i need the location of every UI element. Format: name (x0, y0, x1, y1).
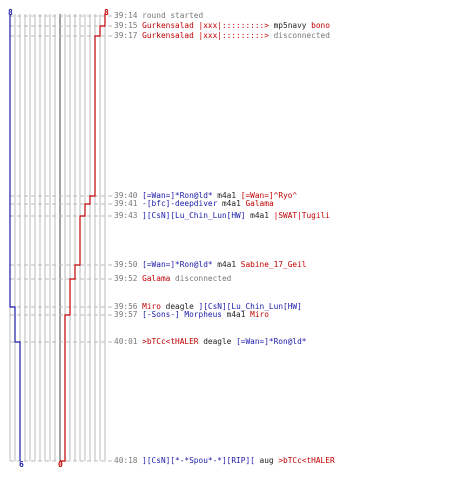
event-segment: Miro (142, 302, 166, 311)
event-row: 39:41 -[bfc]-deepdiver m4a1 Galama (114, 199, 274, 209)
event-time: 39:52 (114, 274, 143, 283)
event-time: 39:17 (114, 31, 143, 40)
event-row: 39:14 round started (114, 11, 203, 21)
event-row: 39:40 [=Wan=]*Ron@ld* m4a1 [=Wan=]^Ryo^ (114, 191, 297, 201)
event-time: 40:01 (114, 337, 143, 346)
event-segment: bono (311, 21, 330, 30)
event-log: 39:14 round started 39:15 Gurkensalad |xx… (114, 0, 450, 500)
red-team-end-count: 0 (58, 460, 63, 469)
event-segment: disconnected (175, 274, 232, 283)
event-segment: Gurkensalad |xxx|:::::::::> (142, 21, 274, 30)
event-time: 39:40 (114, 191, 143, 200)
blue-team-end-count: 6 (19, 460, 24, 469)
event-time: 39:41 (114, 199, 143, 208)
event-segment: >bTCc<tHALER (142, 337, 204, 346)
event-segment: m4a1 (250, 211, 274, 220)
event-row: 39:57 [-Sons-] Morpheus m4a1 Miro (114, 310, 269, 320)
event-segment: -[bfc]-deepdiver (142, 199, 222, 208)
event-segment: m4a1 (221, 199, 246, 208)
event-segment: [-Sons-] Morpheus (142, 310, 227, 319)
event-segment: round started (142, 11, 204, 20)
event-segment: [=Wan=]^Ryo^ (240, 191, 298, 200)
event-segment: Galama (245, 199, 274, 208)
event-segment: |SWAT|Tugili (273, 211, 330, 220)
event-segment: m4a1 (217, 191, 241, 200)
event-segment: m4a1 (217, 260, 241, 269)
event-row: 39:56 Miro deagle ][CsN][Lu_Chin_Lun[HW] (114, 302, 302, 312)
event-segment: deagle (203, 337, 237, 346)
event-time: 39:43 (114, 211, 143, 220)
red-team-start-count: 8 (104, 8, 109, 17)
event-segment: deagle (165, 302, 199, 311)
event-segment: disconnected (273, 31, 330, 40)
event-segment: aug (259, 456, 279, 465)
event-time: 39:50 (114, 260, 143, 269)
event-segment: [=Wan=]*Ron@ld* (142, 260, 218, 269)
event-time: 39:14 (114, 11, 143, 20)
event-row: 39:17 Gurkensalad |xxx|:::::::::> discon… (114, 31, 330, 41)
event-time: 39:56 (114, 302, 143, 311)
event-row: 40:01 >bTCc<tHALER deagle [=Wan=]*Ron@ld… (114, 337, 306, 347)
event-segment: mp5navy (273, 21, 312, 30)
event-segment: ][CsN][Lu_Chin_Lun[HW] (198, 302, 302, 311)
score-graph (9, 14, 112, 462)
event-segment: Galama (142, 274, 176, 283)
event-segment: ][CsN][Lu_Chin_Lun[HW] (142, 211, 251, 220)
event-time: 40:18 (114, 456, 143, 465)
event-row: 39:50 [=Wan=]*Ron@ld* m4a1 Sabine_17_Gei… (114, 260, 306, 270)
red-team-alive-line (60, 14, 106, 462)
event-segment: Sabine_17_Geil (240, 260, 307, 269)
event-segment: [=Wan=]*Ron@ld* (236, 337, 307, 346)
event-segment: Gurkensalad |xxx|:::::::::> (142, 31, 274, 40)
event-row: 39:52 Galama disconnected (114, 274, 231, 284)
event-segment: [=Wan=]*Ron@ld* (142, 191, 218, 200)
event-segment: ][CsN][*-*Spou*-*][RIP][ (142, 456, 260, 465)
event-segment: >bTCc<tHALER (278, 456, 335, 465)
blue-team-start-count: 8 (8, 8, 13, 17)
event-time: 39:15 (114, 21, 143, 30)
event-segment: Miro (250, 310, 269, 319)
event-row: 39:15 Gurkensalad |xxx|:::::::::> mp5nav… (114, 21, 330, 31)
event-time: 39:57 (114, 310, 143, 319)
event-segment: m4a1 (226, 310, 251, 319)
event-row: 39:43 ][CsN][Lu_Chin_Lun[HW] m4a1 |SWAT|… (114, 211, 330, 221)
blue-team-alive-line (9, 14, 21, 461)
event-row: 40:18 ][CsN][*-*Spou*-*][RIP][ aug >bTCc… (114, 456, 335, 466)
